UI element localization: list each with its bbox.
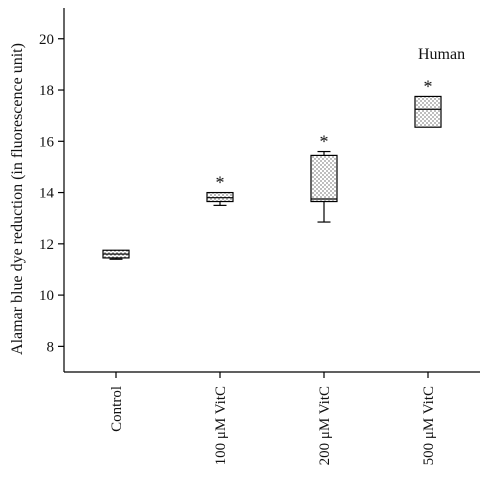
- x-tick-label: 100 μM VitC: [213, 386, 229, 465]
- y-tick-label: 16: [39, 134, 55, 150]
- box: [414, 95, 442, 128]
- x-tick-label: 200 μM VitC: [317, 386, 333, 465]
- significance-marker: *: [320, 132, 329, 152]
- y-tick-label: 20: [39, 32, 54, 48]
- y-tick-label: 18: [39, 83, 54, 99]
- plot-area: 8 10 12 14 16 18 20 Control 100 μM VitC * 200 μM V…: [39, 8, 480, 465]
- y-tick-label: 12: [39, 237, 54, 253]
- y-tick-label: 14: [39, 186, 55, 202]
- y-tick-label: 10: [39, 288, 54, 304]
- y-axis-label: Alamar blue dye reduction (in fluorescen…: [9, 43, 26, 355]
- significance-marker: *: [424, 76, 433, 96]
- significance-marker: *: [216, 173, 225, 193]
- box: [310, 154, 338, 203]
- x-tick-label: Control: [109, 386, 125, 432]
- box: [206, 191, 234, 203]
- y-tick-label: 8: [47, 339, 55, 355]
- chart-annotation: Human: [418, 46, 465, 63]
- x-tick-label: 500 μM VitC: [421, 386, 437, 465]
